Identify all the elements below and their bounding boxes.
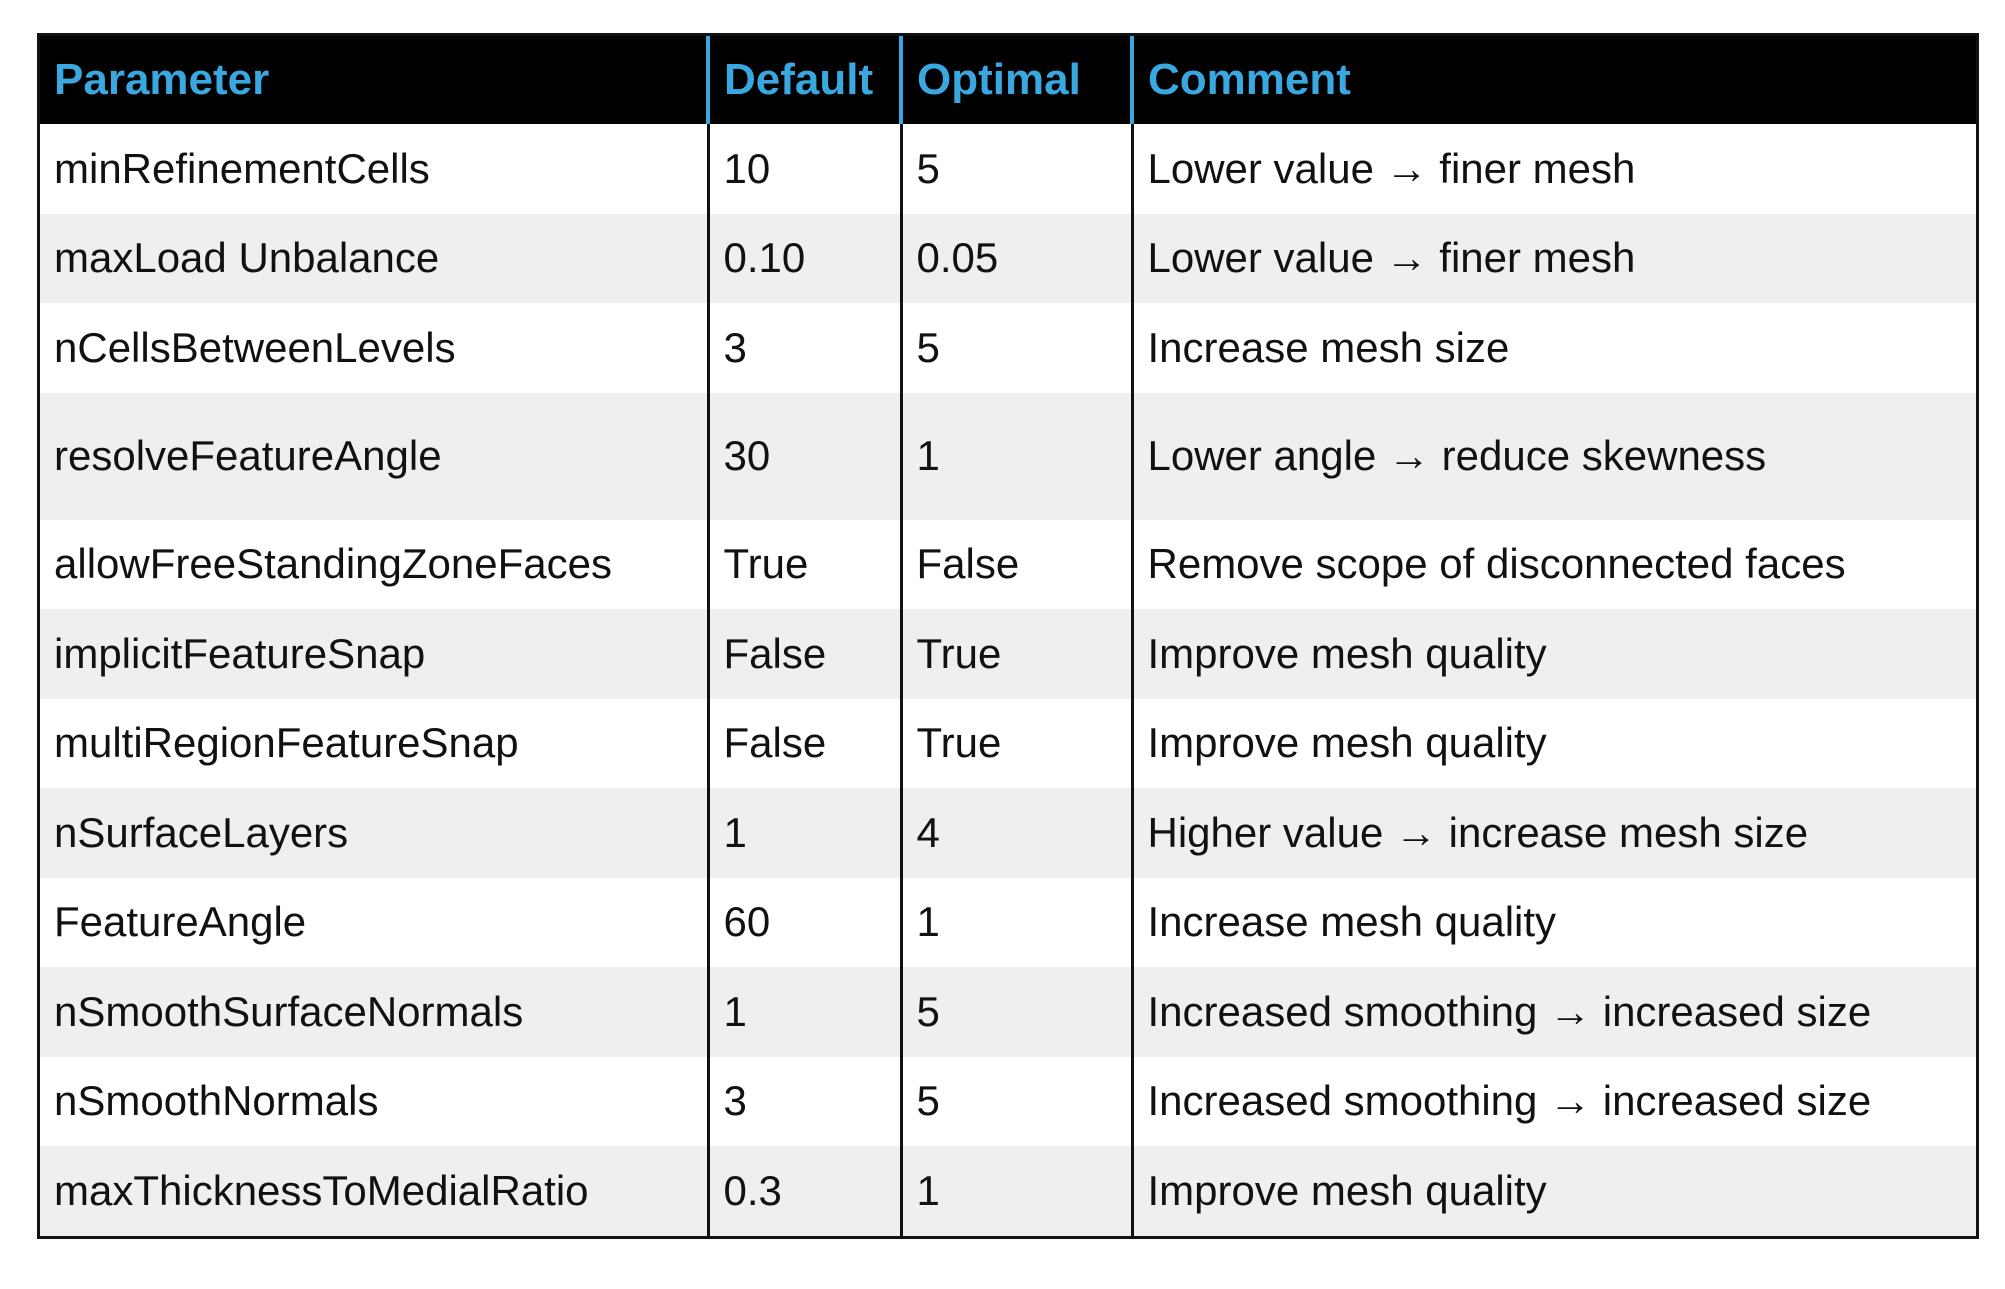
- cell-default: 10: [706, 124, 901, 214]
- cell-parameter: resolveFeatureAngle: [54, 432, 442, 479]
- cell-comment: Increase mesh quality: [1130, 877, 1976, 967]
- table-row: maxThicknessToMedialRatio 0.3 1 Improve …: [40, 1146, 1976, 1236]
- cell-default: 60: [706, 877, 901, 967]
- table-row: nSmoothNormals 3 5 Increased smoothing →…: [40, 1056, 1976, 1146]
- cell-parameter: nCellsBetweenLevels: [54, 323, 456, 371]
- cell-optimal: 5: [899, 124, 1132, 214]
- cell-optimal: 1: [899, 392, 1132, 520]
- cell-default: 3: [706, 1056, 901, 1146]
- table-row: nSurfaceLayers 1 4 Higher value → increa…: [40, 788, 1976, 878]
- cell-default: 1: [706, 788, 901, 878]
- cell-comment: Improve mesh quality: [1130, 1146, 1976, 1236]
- cell-comment: Improve mesh quality: [1130, 698, 1976, 788]
- cell-default: 0.10: [706, 213, 901, 303]
- cell-comment: Increased smoothing → increased size: [1130, 1056, 1976, 1146]
- cell-parameter: nSmoothNormals: [54, 1077, 379, 1125]
- cell-optimal: 5: [899, 1056, 1132, 1146]
- cell-parameter: maxThicknessToMedialRatio: [54, 1166, 589, 1214]
- cell-optimal: True: [899, 698, 1132, 788]
- cell-default: 1: [706, 967, 901, 1057]
- cell-parameter: implicitFeatureSnap: [54, 629, 426, 677]
- cell-parameter: maxLoad Unbalance: [54, 234, 440, 282]
- table-row: multiRegionFeatureSnap False True Improv…: [40, 698, 1976, 788]
- table-row: nCellsBetweenLevels 3 5 Increase mesh si…: [40, 303, 1976, 393]
- cell-optimal: 1: [899, 877, 1132, 967]
- table-header-row: Parameter Default Optimal Comment: [40, 36, 1976, 124]
- header-comment: Comment: [1130, 36, 1976, 124]
- cell-default: 0.3: [706, 1146, 901, 1236]
- cell-comment: Improve mesh quality: [1130, 609, 1976, 699]
- cell-optimal: 1: [899, 1146, 1132, 1236]
- cell-comment: Higher value → increase mesh size: [1130, 788, 1976, 878]
- cell-parameter: multiRegionFeatureSnap: [54, 719, 519, 767]
- parameter-table: Parameter Default Optimal Comment minRef…: [40, 36, 1976, 1236]
- table-row: allowFreeStandingZoneFaces True False Re…: [40, 519, 1976, 609]
- cell-optimal: 5: [899, 303, 1132, 393]
- cell-comment: Lower value → finer mesh: [1130, 213, 1976, 303]
- cell-parameter: FeatureAngle: [54, 898, 307, 946]
- cell-default: 3: [706, 303, 901, 393]
- cell-optimal: 0.05: [899, 213, 1132, 303]
- cell-comment: Lower value → finer mesh: [1130, 124, 1976, 214]
- cell-default: True: [706, 519, 901, 609]
- cell-comment: Increased smoothing → increased size: [1130, 967, 1976, 1057]
- cell-default: False: [706, 698, 901, 788]
- table-row: resolveFeatureAngle 30 1 Lower angle → r…: [40, 392, 1976, 520]
- table-row: implicitFeatureSnap False True Improve m…: [40, 609, 1976, 699]
- header-optimal: Optimal: [899, 36, 1132, 124]
- cell-comment: Lower angle → reduce skewness: [1130, 392, 1976, 520]
- header-parameter: Parameter: [54, 55, 270, 104]
- header-default: Default: [706, 36, 901, 124]
- table-row: maxLoad Unbalance 0.10 0.05 Lower value …: [40, 213, 1976, 303]
- parameter-table-container: Parameter Default Optimal Comment minRef…: [37, 33, 1979, 1239]
- cell-parameter: nSmoothSurfaceNormals: [54, 987, 524, 1035]
- cell-parameter: minRefinementCells: [54, 144, 430, 192]
- cell-comment: Remove scope of disconnected faces: [1130, 519, 1976, 609]
- table-row: FeatureAngle 60 1 Increase mesh quality: [40, 877, 1976, 967]
- table-row: nSmoothSurfaceNormals 1 5 Increased smoo…: [40, 967, 1976, 1057]
- cell-optimal: False: [899, 519, 1132, 609]
- cell-default: False: [706, 609, 901, 699]
- cell-default: 30: [706, 392, 901, 520]
- cell-parameter: allowFreeStandingZoneFaces: [54, 540, 612, 588]
- cell-parameter: nSurfaceLayers: [54, 808, 349, 856]
- table-row: minRefinementCells 10 5 Lower value → fi…: [40, 124, 1976, 214]
- cell-optimal: 4: [899, 788, 1132, 878]
- cell-optimal: True: [899, 609, 1132, 699]
- cell-comment: Increase mesh size: [1130, 303, 1976, 393]
- cell-optimal: 5: [899, 967, 1132, 1057]
